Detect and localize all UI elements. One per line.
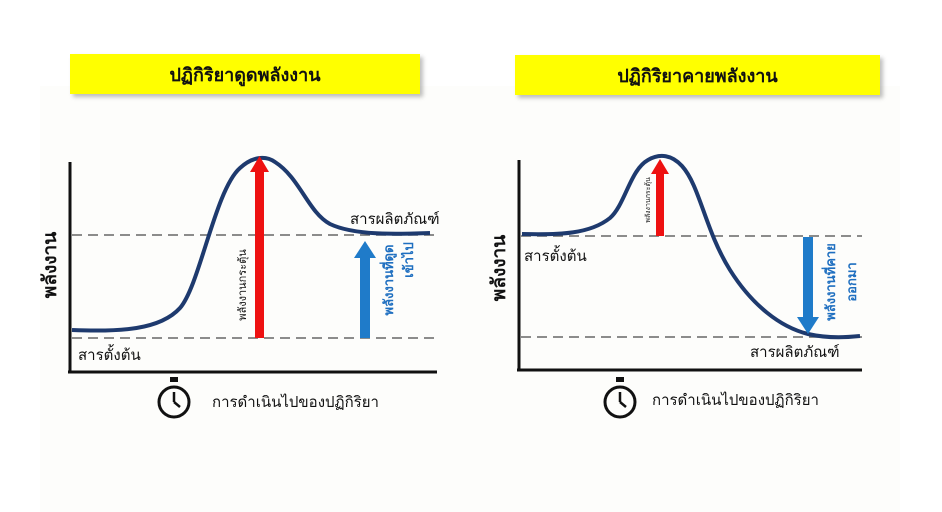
left-energy-label-line2: เข้าไป	[400, 242, 417, 277]
left-activation-arrow	[250, 156, 269, 338]
left-y-axis-label: พลังงาน	[39, 232, 61, 298]
right-energy-label-line2: ออกมา	[845, 262, 860, 301]
right-x-axis-label: การดำเนินไปของปฏิกิริยา	[652, 391, 819, 409]
left-stopwatch-icon	[157, 377, 191, 419]
right-energy-label-line1: พลังงานที่คาย	[821, 243, 839, 321]
left-energy-curve	[71, 155, 431, 333]
endothermic-diagram: พลังงาน สารตั้งต้น สารผลิตภัณฑ์ พลังงานก…	[39, 155, 440, 419]
right-product-label: สารผลิตภัณฑ์	[750, 343, 840, 361]
left-energy-label-line1: พลังงานที่ดูด	[379, 245, 397, 316]
left-reactant-label: สารตั้งต้น	[78, 344, 141, 364]
right-stopwatch-icon	[603, 377, 637, 419]
left-activation-label: พลังงานกระตุ้น	[236, 249, 249, 321]
right-reactant-label: สารตั้งต้น	[524, 245, 587, 265]
exothermic-diagram: พลังงาน สารตั้งต้น สารผลิตภัณฑ์ พลังงานก…	[488, 153, 862, 419]
left-product-label: สารผลิตภัณฑ์	[350, 210, 440, 228]
right-energy-curve	[521, 153, 861, 340]
left-x-axis-label: การดำเนินไปของปฏิกิริยา	[212, 393, 379, 411]
right-activation-arrow	[651, 159, 669, 236]
background-panel	[40, 86, 900, 512]
left-energy-absorbed-arrow	[354, 241, 376, 338]
right-activation-label: พลังงานกระตุ้น	[644, 177, 652, 223]
endothermic-title: ปฏิกิริยาดูดพลังงาน	[70, 54, 420, 94]
exothermic-title: ปฏิกิริยาคายพลังงาน	[515, 55, 880, 95]
right-y-axis-label: พลังงาน	[488, 235, 510, 301]
right-energy-released-arrow	[797, 237, 819, 334]
